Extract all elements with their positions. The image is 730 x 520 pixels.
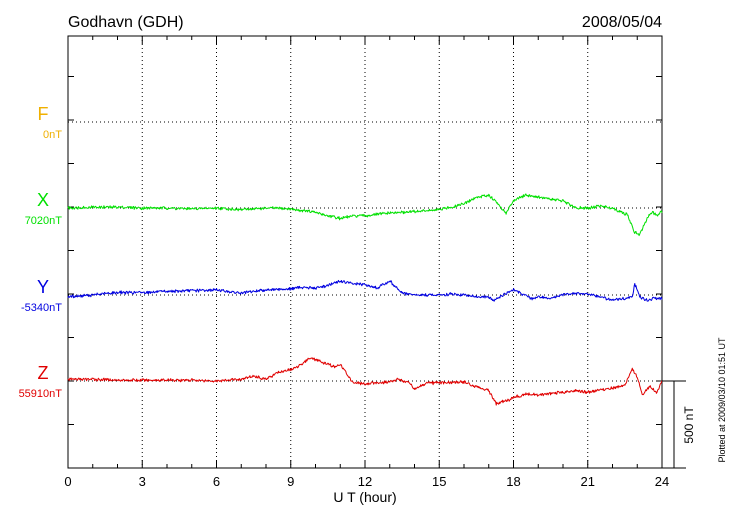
- scale-bar-label: 500 nT: [682, 406, 696, 444]
- x-axis-label: U T (hour): [333, 489, 396, 505]
- x-tick-label-21: 21: [581, 474, 595, 489]
- x-tick-label-3: 3: [139, 474, 146, 489]
- x-tick-labels: 0 3 6 9 12 15 18 21 24: [64, 474, 669, 489]
- x-tick-label-9: 9: [287, 474, 294, 489]
- x-tick-label-24: 24: [655, 474, 669, 489]
- series-name-Z: Z: [38, 363, 49, 383]
- x-tick-label-18: 18: [506, 474, 520, 489]
- series-line-Y: [67, 279, 663, 302]
- axis-ticks: [67, 36, 663, 469]
- series-line-Z: [67, 357, 663, 406]
- series-baseline-X: 7020nT: [25, 215, 63, 227]
- series-labels: F 0nT X 7020nT Y -5340nT Z 55910nT: [19, 104, 63, 400]
- chart-date: 2008/05/04: [582, 14, 662, 31]
- grid: [68, 36, 662, 468]
- chart-title: Godhavn (GDH): [68, 14, 184, 31]
- series-lines: [67, 193, 663, 406]
- plotted-note: Plotted at 2009/03/10 01:51 UT: [717, 337, 727, 463]
- series-baseline-F: 0nT: [43, 129, 62, 141]
- series-line-X: [67, 193, 663, 237]
- x-tick-label-15: 15: [432, 474, 446, 489]
- series-name-Y: Y: [37, 277, 49, 297]
- series-baseline-Y: -5340nT: [21, 302, 62, 314]
- series-name-X: X: [37, 190, 49, 210]
- series-baseline-Z: 55910nT: [19, 388, 63, 400]
- x-tick-label-6: 6: [213, 474, 220, 489]
- x-tick-label-0: 0: [64, 474, 71, 489]
- scale-bar: 500 nT: [662, 380, 696, 469]
- x-tick-label-12: 12: [358, 474, 372, 489]
- series-name-F: F: [38, 104, 49, 124]
